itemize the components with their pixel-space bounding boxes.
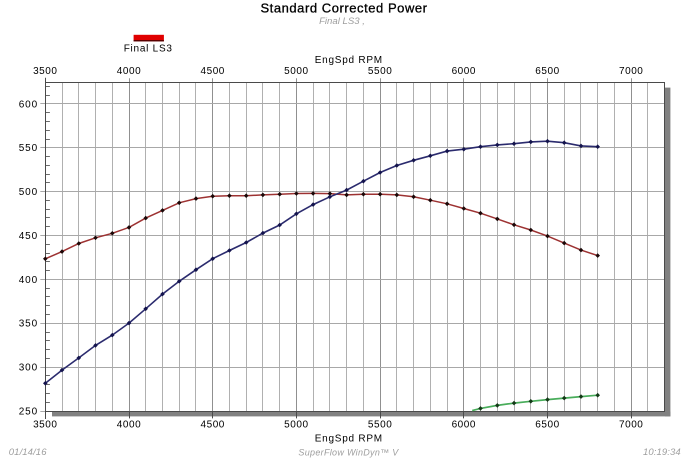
svg-text:EngSpd RPM: EngSpd RPM	[315, 55, 383, 66]
svg-text:Final LS3: Final LS3	[124, 44, 173, 55]
svg-text:EngSpd RPM: EngSpd RPM	[315, 433, 383, 444]
svg-text:3500: 3500	[33, 420, 57, 431]
svg-text:7000: 7000	[619, 66, 643, 77]
svg-text:300: 300	[19, 363, 38, 374]
svg-text:550: 550	[19, 143, 38, 154]
svg-text:600: 600	[19, 99, 38, 110]
svg-text:400: 400	[19, 275, 38, 286]
svg-text:Standard Corrected Power: Standard Corrected Power	[260, 1, 427, 16]
svg-text:500: 500	[19, 187, 38, 198]
svg-text:10:19:34: 10:19:34	[643, 447, 681, 458]
svg-text:6000: 6000	[452, 420, 476, 431]
svg-text:6000: 6000	[452, 66, 476, 77]
svg-text:3500: 3500	[33, 66, 57, 77]
svg-text:4000: 4000	[117, 420, 141, 431]
svg-text:5500: 5500	[368, 66, 392, 77]
svg-text:7000: 7000	[619, 420, 643, 431]
svg-text:6500: 6500	[535, 66, 559, 77]
svg-text:450: 450	[19, 231, 38, 242]
svg-text:5500: 5500	[368, 420, 392, 431]
svg-text:SuperFlow WinDyn™ V: SuperFlow WinDyn™ V	[298, 448, 399, 458]
svg-text:Final LS3 ,: Final LS3 ,	[319, 16, 365, 27]
svg-text:5000: 5000	[284, 66, 308, 77]
svg-text:4000: 4000	[117, 66, 141, 77]
svg-text:4500: 4500	[200, 66, 224, 77]
svg-text:6500: 6500	[535, 420, 559, 431]
svg-text:4500: 4500	[200, 420, 224, 431]
svg-text:350: 350	[19, 319, 38, 330]
svg-text:5000: 5000	[284, 420, 308, 431]
svg-text:01/14/16: 01/14/16	[9, 447, 47, 458]
svg-text:250: 250	[19, 406, 38, 417]
